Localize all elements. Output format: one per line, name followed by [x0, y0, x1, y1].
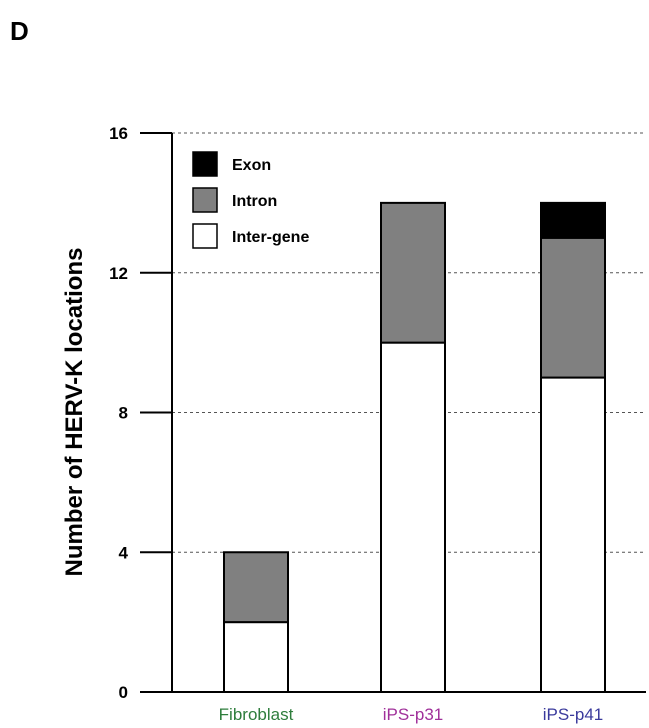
- x-tick-label: iPS-p31: [383, 705, 443, 724]
- legend-swatch: [192, 151, 218, 177]
- y-axis-title: Number of HERV-K locations: [61, 248, 88, 577]
- bars: [223, 201, 606, 693]
- bar-segment-inter-gene: [380, 341, 446, 693]
- legend-label: Inter-gene: [232, 229, 309, 246]
- y-tick-label: 0: [119, 683, 128, 702]
- y-tick-label: 8: [119, 404, 128, 423]
- legend-label: Intron: [232, 193, 277, 210]
- x-tick-label: Fibroblast: [219, 705, 294, 724]
- bar-segment-intron: [380, 201, 446, 344]
- bar-segment-exon: [540, 201, 606, 239]
- bar-segment-intron: [223, 551, 289, 624]
- bar-segment-inter-gene: [223, 621, 289, 693]
- panel-label: D: [10, 16, 29, 46]
- y-tick-label: 4: [119, 543, 129, 562]
- category-labels: Fibroblast iPS-p31 iPS-p41: [219, 705, 604, 724]
- legend-swatch: [192, 187, 218, 213]
- y-tick-label: 16: [109, 124, 128, 143]
- legend-label: Exon: [232, 157, 271, 174]
- y-axis: 0 4 8 12 16: [109, 124, 646, 702]
- legend-swatch: [192, 223, 218, 249]
- bar-segment-inter-gene: [540, 376, 606, 693]
- x-tick-label: iPS-p41: [543, 705, 603, 724]
- y-tick-label: 12: [109, 264, 128, 283]
- legend: Exon Intron Inter-gene: [192, 151, 309, 249]
- bar-segment-intron: [540, 236, 606, 379]
